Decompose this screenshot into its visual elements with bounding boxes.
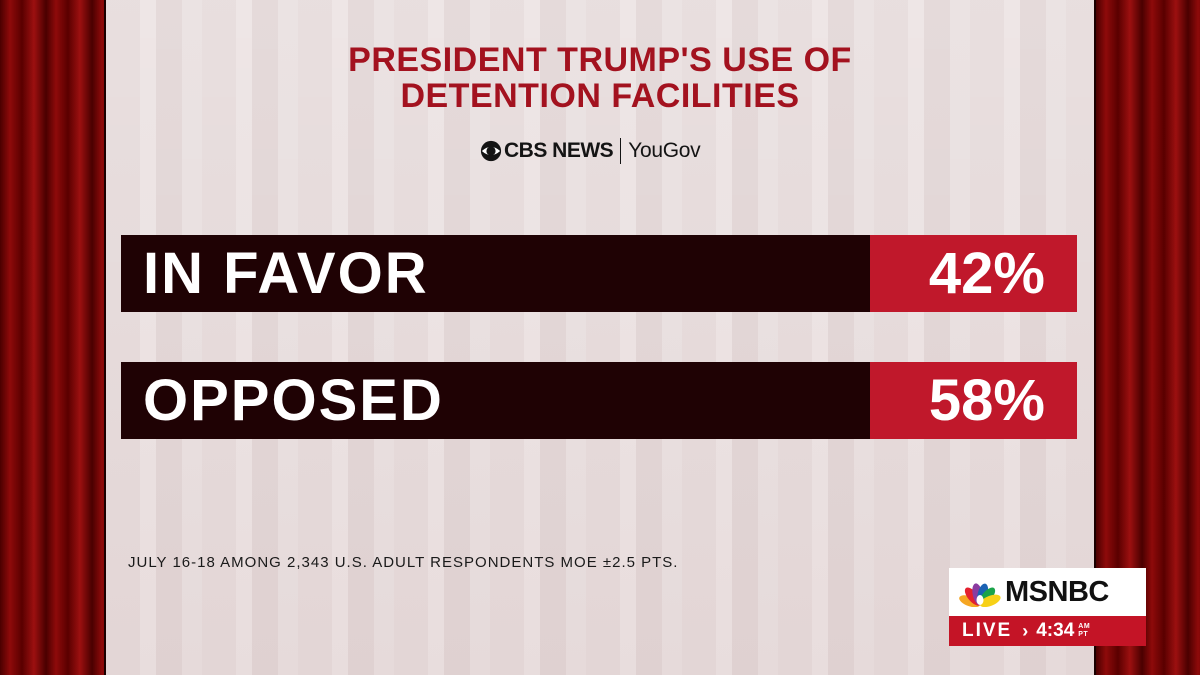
graphic-title: PRESIDENT TRUMP'S USE OF DETENTION FACIL… <box>106 42 1094 114</box>
poll-footnote: JULY 16-18 AMONG 2,343 U.S. ADULT RESPON… <box>128 554 679 571</box>
result-label: IN FAVOR <box>121 235 870 312</box>
result-row-opposed: OPPOSED 58% <box>121 362 1077 439</box>
cbs-eye-icon <box>480 140 502 162</box>
broadcast-time: 4:34 <box>1036 620 1075 641</box>
msnbc-peacock-icon <box>959 583 1001 607</box>
title-line-2: DETENTION FACILITIES <box>400 77 800 115</box>
msnbc-logo: MSNBC <box>949 568 1146 616</box>
cbs-news-logo-text: CBS NEWS <box>504 139 614 162</box>
result-value: 42% <box>870 235 1077 312</box>
panel-edge-left <box>104 0 106 675</box>
title-line-1: PRESIDENT TRUMP'S USE OF <box>348 41 852 79</box>
result-row-in-favor: IN FAVOR 42% <box>121 235 1077 312</box>
right-curtain <box>1096 0 1200 675</box>
source-separator <box>620 138 622 164</box>
msnbc-live-bug: MSNBC LIVE › 4:34 AM PT <box>949 568 1146 646</box>
left-curtain <box>0 0 104 675</box>
poll-sources: CBS NEWS YouGov <box>480 136 701 166</box>
timezone-label: PT <box>1078 631 1089 638</box>
meridiem-label: AM <box>1078 623 1091 630</box>
yougov-logo-text: YouGov <box>628 139 701 162</box>
chevron-right-icon: › <box>1022 620 1029 641</box>
live-label: LIVE <box>962 620 1013 641</box>
result-value: 58% <box>870 362 1077 439</box>
poll-graphic-panel <box>106 0 1094 675</box>
result-label: OPPOSED <box>121 362 870 439</box>
time-meridiem-zone: AM PT <box>1078 623 1090 639</box>
msnbc-wordmark: MSNBC <box>1005 575 1109 608</box>
panel-edge-right <box>1094 0 1096 675</box>
live-strip: LIVE › 4:34 AM PT <box>949 616 1146 646</box>
